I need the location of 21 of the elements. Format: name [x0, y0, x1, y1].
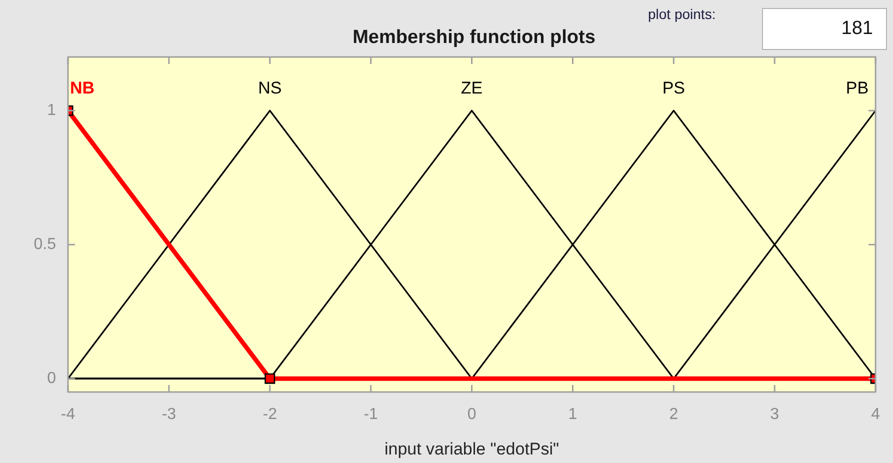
x-tick-label: 0: [467, 406, 476, 424]
x-axis-title: input variable "edotPsi": [384, 439, 560, 458]
x-tick-label: -3: [162, 406, 176, 424]
y-tick-label: 1: [47, 102, 56, 120]
chart-title: Membership function plots: [352, 26, 596, 50]
y-tick-label: 0: [47, 370, 56, 388]
input-field: 181: [762, 8, 887, 50]
series-label: PS: [662, 78, 686, 98]
x-tick-label: -2: [262, 406, 278, 424]
x-tick-label: 3: [770, 406, 780, 424]
text: plot points:: [648, 6, 716, 22]
x-tick-label: 2: [669, 406, 678, 424]
x-tick-label: -4: [60, 406, 76, 424]
x-tick-label: 4: [871, 406, 880, 424]
series-label: PB: [846, 78, 869, 98]
series-label: NB: [70, 78, 95, 98]
x-tick-label: -1: [364, 406, 378, 424]
series-label: NS: [258, 78, 282, 98]
series-label: ZE: [460, 78, 483, 98]
x-tick-label: 1: [568, 406, 578, 424]
y-tick-label: 0.5: [34, 236, 56, 254]
